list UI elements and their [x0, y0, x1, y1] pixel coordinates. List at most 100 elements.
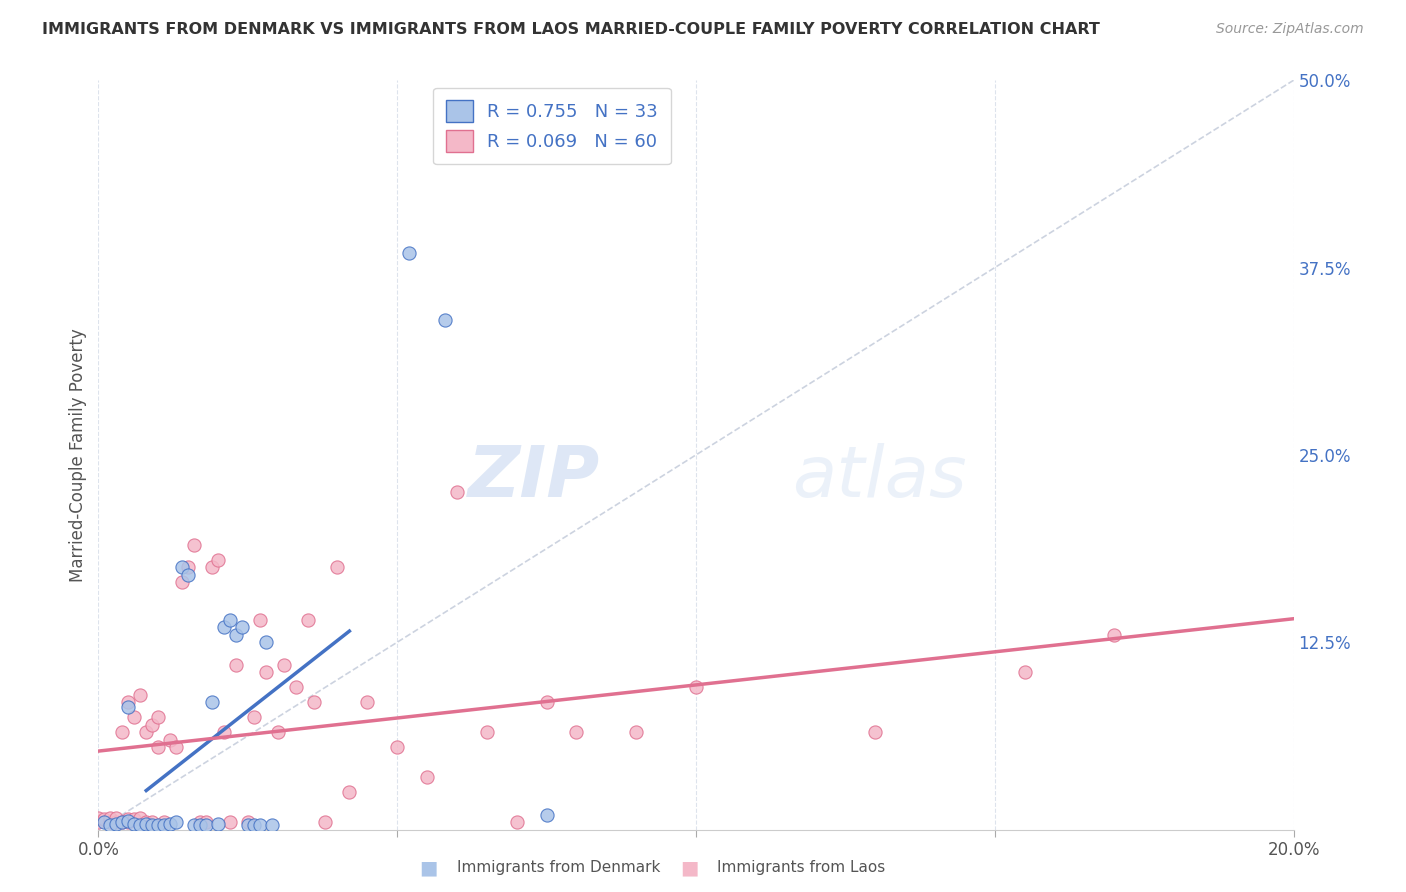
Point — [249, 818, 271, 832]
Point — [87, 815, 110, 830]
Point — [267, 725, 290, 739]
Point — [129, 688, 152, 702]
Text: IMMIGRANTS FROM DENMARK VS IMMIGRANTS FROM LAOS MARRIED-COUPLE FAMILY POVERTY CO: IMMIGRANTS FROM DENMARK VS IMMIGRANTS FR… — [42, 22, 1099, 37]
Legend: R = 0.755   N = 33, R = 0.069   N = 60: R = 0.755 N = 33, R = 0.069 N = 60 — [433, 87, 671, 164]
Point — [207, 816, 229, 830]
Point — [231, 620, 253, 634]
Point — [98, 818, 122, 832]
Point — [219, 613, 242, 627]
Point — [129, 818, 152, 832]
Point — [135, 816, 157, 830]
Point — [172, 560, 194, 574]
Point — [135, 815, 157, 830]
Point — [273, 657, 295, 672]
Point — [207, 553, 229, 567]
Point — [385, 740, 409, 755]
Point — [117, 812, 139, 826]
Point — [249, 613, 271, 627]
Point — [165, 740, 187, 755]
Point — [188, 818, 211, 832]
Point — [124, 710, 146, 724]
Point — [195, 815, 218, 830]
Point — [148, 710, 170, 724]
Point — [212, 620, 235, 634]
Point — [243, 818, 266, 832]
Point — [225, 657, 247, 672]
Point — [1104, 628, 1126, 642]
Point — [117, 814, 139, 828]
Point — [201, 560, 224, 574]
Point — [565, 725, 588, 739]
Point — [201, 695, 224, 709]
Point — [141, 815, 163, 830]
Point — [93, 812, 115, 826]
Point — [105, 816, 128, 830]
Point — [536, 807, 558, 822]
Point — [260, 818, 283, 832]
Point — [117, 695, 139, 709]
Point — [141, 818, 163, 832]
Point — [148, 818, 170, 832]
Point — [236, 818, 259, 832]
Text: Immigrants from Laos: Immigrants from Laos — [717, 861, 886, 875]
Point — [124, 812, 146, 826]
Point — [302, 695, 325, 709]
Point — [183, 818, 205, 832]
Text: ■: ■ — [679, 858, 699, 878]
Point — [326, 560, 349, 574]
Point — [111, 725, 134, 739]
Point — [183, 538, 205, 552]
Point — [685, 680, 707, 694]
Text: Source: ZipAtlas.com: Source: ZipAtlas.com — [1216, 22, 1364, 37]
Point — [219, 815, 242, 830]
Point — [1014, 665, 1036, 680]
Text: ■: ■ — [419, 858, 439, 878]
Point — [117, 815, 139, 830]
Point — [315, 815, 337, 830]
Point — [626, 725, 648, 739]
Point — [87, 811, 110, 825]
Text: Immigrants from Denmark: Immigrants from Denmark — [457, 861, 661, 875]
Point — [98, 815, 122, 830]
Point — [172, 575, 194, 590]
Point — [93, 815, 115, 830]
Point — [254, 665, 277, 680]
Point — [243, 710, 266, 724]
Point — [297, 613, 319, 627]
Y-axis label: Married-Couple Family Poverty: Married-Couple Family Poverty — [69, 328, 87, 582]
Point — [254, 635, 277, 649]
Point — [105, 815, 128, 830]
Point — [475, 725, 498, 739]
Point — [225, 628, 247, 642]
Point — [141, 717, 163, 731]
Point — [177, 560, 200, 574]
Point — [212, 725, 235, 739]
Point — [98, 811, 122, 825]
Text: ZIP: ZIP — [468, 443, 600, 512]
Point — [165, 815, 187, 830]
Point — [398, 245, 420, 260]
Point — [153, 815, 176, 830]
Point — [446, 485, 468, 500]
Point — [135, 725, 157, 739]
Point — [124, 816, 146, 830]
Text: atlas: atlas — [792, 443, 966, 512]
Point — [159, 816, 181, 830]
Point — [416, 770, 439, 784]
Point — [105, 811, 128, 825]
Point — [236, 815, 259, 830]
Point — [536, 695, 558, 709]
Point — [117, 699, 139, 714]
Point — [865, 725, 887, 739]
Point — [177, 567, 200, 582]
Point — [284, 680, 307, 694]
Point — [339, 785, 361, 799]
Point — [111, 815, 134, 830]
Point — [434, 313, 457, 327]
Point — [129, 811, 152, 825]
Point — [506, 815, 529, 830]
Point — [195, 818, 218, 832]
Point — [159, 732, 181, 747]
Point — [148, 740, 170, 755]
Point — [153, 818, 176, 832]
